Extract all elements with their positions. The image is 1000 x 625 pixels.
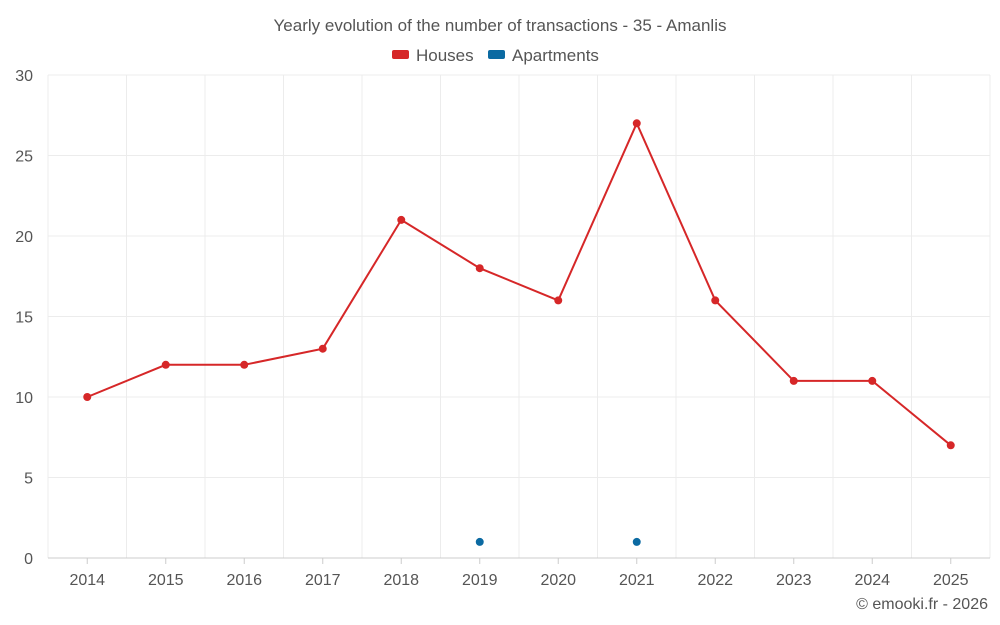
x-tick-label: 2019	[462, 572, 498, 589]
x-axis-ticks: 2014 2015 2016 2017 2018 2019 2020 2021 2022 2023…	[69, 558, 969, 589]
y-tick-label: 30	[15, 68, 33, 85]
x-tick-label: 2017	[305, 572, 341, 589]
credit-text: © emooki.fr - 2026	[856, 596, 988, 613]
data-point-houses[interactable]	[240, 360, 249, 369]
y-tick-label: 15	[15, 310, 33, 327]
legend-swatch-houses	[392, 50, 409, 59]
y-tick-label: 25	[15, 149, 33, 166]
x-tick-label: 2025	[933, 572, 969, 589]
x-gridlines	[47, 75, 991, 559]
legend-swatch-apartments	[488, 50, 505, 59]
series-layer	[83, 119, 955, 546]
x-tick-label: 2016	[226, 572, 262, 589]
data-point-houses[interactable]	[161, 360, 170, 369]
data-point-houses[interactable]	[711, 296, 720, 305]
x-tick-label: 2015	[148, 572, 184, 589]
data-point-houses[interactable]	[554, 296, 563, 305]
data-point-houses[interactable]	[397, 215, 406, 224]
x-tick-label: 2024	[854, 572, 890, 589]
data-point-apartments[interactable]	[632, 537, 641, 546]
data-point-houses[interactable]	[475, 264, 484, 273]
data-point-houses[interactable]	[946, 441, 955, 450]
y-tick-label: 5	[24, 471, 33, 488]
legend-label-apartments[interactable]: Apartments	[512, 46, 599, 65]
x-tick-label: 2021	[619, 572, 655, 589]
y-axis-ticks: 0 5 10 15 20 25 30	[15, 68, 33, 568]
y-tick-label: 10	[15, 390, 33, 407]
data-point-houses[interactable]	[868, 376, 877, 385]
x-tick-label: 2023	[776, 572, 812, 589]
data-point-houses[interactable]	[318, 344, 327, 353]
data-point-houses[interactable]	[83, 393, 92, 401]
x-tick-label: 2020	[540, 572, 576, 589]
x-tick-label: 2014	[69, 572, 105, 589]
data-point-houses[interactable]	[632, 119, 641, 128]
data-point-apartments[interactable]	[475, 537, 484, 546]
data-point-houses[interactable]	[789, 376, 798, 385]
x-tick-label: 2022	[697, 572, 733, 589]
chart-title: Yearly evolution of the number of transa…	[274, 16, 727, 35]
y-tick-label: 0	[24, 551, 33, 568]
x-tick-label: 2018	[383, 572, 419, 589]
legend: Houses Apartments	[392, 46, 599, 65]
y-tick-label: 20	[15, 229, 33, 246]
legend-label-houses[interactable]: Houses	[416, 46, 474, 65]
series-line-houses	[86, 120, 952, 447]
